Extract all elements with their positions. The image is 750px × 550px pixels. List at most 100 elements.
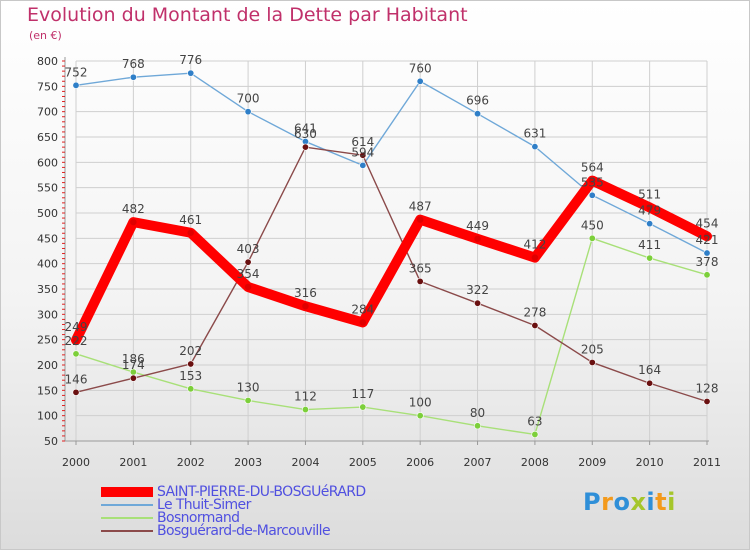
data-label: 479 — [638, 204, 661, 218]
x-tick-label: 2004 — [291, 456, 319, 469]
data-label: 535 — [581, 175, 604, 189]
data-point — [472, 234, 483, 244]
data-point — [416, 277, 424, 285]
data-label: 249 — [65, 320, 88, 334]
data-label: 164 — [638, 363, 661, 377]
x-tick-label: 2011 — [693, 456, 721, 469]
y-tick-label: 200 — [37, 359, 58, 372]
data-label: 278 — [523, 305, 546, 319]
x-tick-label: 2009 — [578, 456, 606, 469]
data-label: 117 — [351, 387, 374, 401]
data-point — [187, 385, 195, 393]
data-point — [703, 249, 711, 257]
y-tick-label: 700 — [37, 106, 58, 119]
data-point — [702, 231, 712, 242]
chart-unit-label: (en €) — [29, 29, 62, 42]
data-point — [71, 335, 81, 345]
data-label: 130 — [237, 380, 260, 394]
data-point — [187, 360, 195, 368]
brand-letter: x — [630, 488, 647, 516]
legend-swatch — [101, 530, 153, 532]
data-point — [244, 258, 252, 266]
data-label: 421 — [696, 233, 719, 247]
data-label: 284 — [351, 302, 374, 316]
data-point — [244, 108, 252, 116]
y-tick-label: 450 — [37, 232, 58, 245]
x-tick-label: 2000 — [62, 456, 90, 469]
data-label: 153 — [179, 369, 202, 383]
data-label: 146 — [65, 372, 88, 386]
data-label: 80 — [470, 406, 485, 420]
data-point — [358, 317, 368, 328]
brand-letter: r — [601, 488, 614, 516]
data-label: 449 — [466, 219, 489, 233]
brand-letter: i — [667, 488, 676, 516]
y-tick-label: 250 — [37, 334, 58, 347]
brand-logo: Proxiti — [583, 488, 676, 516]
y-tick-label: 350 — [37, 283, 58, 296]
legend-swatch — [101, 504, 153, 506]
series-2 — [72, 234, 711, 438]
brand-letter: o — [613, 488, 631, 516]
data-label: 594 — [351, 145, 374, 159]
y-tick-label: 50 — [44, 435, 58, 448]
y-tick-label: 750 — [37, 80, 58, 93]
data-point — [244, 396, 252, 404]
y-minor-ticks — [62, 60, 65, 442]
data-point — [300, 301, 311, 311]
data-point — [301, 406, 309, 414]
data-point — [415, 214, 425, 225]
legend-swatch — [101, 517, 153, 519]
data-label: 411 — [638, 238, 661, 252]
data-point — [530, 252, 540, 263]
data-point — [72, 81, 80, 89]
data-point — [359, 403, 367, 411]
data-label: 482 — [122, 202, 145, 216]
data-point — [474, 110, 482, 118]
series-3 — [72, 143, 711, 405]
data-label: 752 — [65, 65, 88, 79]
data-label: 222 — [65, 334, 88, 348]
data-label: 316 — [294, 286, 317, 300]
y-tick-label: 150 — [37, 384, 58, 397]
y-tick-label: 100 — [37, 410, 58, 423]
data-label: 631 — [523, 127, 546, 141]
data-label: 487 — [409, 200, 432, 214]
data-point — [646, 379, 654, 387]
data-point — [129, 73, 137, 81]
data-label: 450 — [581, 218, 604, 232]
data-label: 630 — [294, 127, 317, 141]
data-point — [243, 282, 253, 292]
series-line — [75, 237, 708, 436]
data-point — [187, 69, 195, 77]
data-point — [359, 161, 367, 169]
data-label: 202 — [179, 344, 202, 358]
x-tick-label: 2008 — [521, 456, 549, 469]
data-point — [185, 228, 196, 238]
brand-letter: t — [655, 488, 668, 516]
y-tick-label: 400 — [37, 258, 58, 271]
legend-label: Le Thuit-Simer — [157, 497, 251, 513]
data-point — [531, 321, 539, 329]
data-point — [644, 202, 655, 213]
data-point — [703, 271, 711, 279]
x-tick-label: 2006 — [406, 456, 434, 469]
grid — [75, 60, 708, 442]
data-label: 112 — [294, 390, 317, 404]
data-point — [588, 358, 596, 366]
data-point — [646, 220, 654, 228]
series-line — [75, 146, 708, 403]
data-label: 454 — [696, 216, 719, 230]
legend-label: Bosguérard-de-Marcouville — [157, 523, 331, 539]
data-label: 564 — [581, 161, 604, 175]
data-label: 378 — [696, 255, 719, 269]
data-point — [703, 397, 711, 405]
x-tick-label: 2010 — [636, 456, 664, 469]
data-label: 403 — [237, 242, 260, 256]
series-line — [75, 72, 708, 254]
data-point — [646, 254, 654, 262]
data-label: 128 — [696, 381, 719, 395]
data-label: 760 — [409, 61, 432, 75]
